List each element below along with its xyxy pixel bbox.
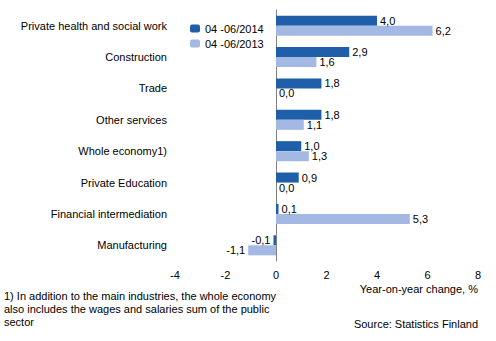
- svg-text:-4: -4: [170, 269, 180, 281]
- svg-text:4,0: 4,0: [380, 15, 395, 27]
- svg-text:sector: sector: [4, 316, 34, 328]
- svg-text:1,8: 1,8: [324, 109, 339, 121]
- svg-text:1) In addition to the main ind: 1) In addition to the main industries, t…: [4, 290, 279, 302]
- svg-text:1,8: 1,8: [324, 77, 339, 89]
- svg-text:1,3: 1,3: [312, 150, 327, 162]
- svg-text:6,2: 6,2: [436, 25, 451, 37]
- svg-text:04 -06/2013: 04 -06/2013: [205, 38, 264, 50]
- svg-text:-2: -2: [221, 269, 231, 281]
- svg-text:Year-on-year change, %: Year-on-year change, %: [360, 283, 478, 295]
- svg-text:5,3: 5,3: [413, 213, 428, 225]
- svg-text:4: 4: [374, 269, 380, 281]
- svg-text:8: 8: [475, 269, 481, 281]
- svg-text:Other services: Other services: [96, 114, 167, 126]
- svg-text:-1,1: -1,1: [226, 244, 245, 256]
- svg-text:0,9: 0,9: [302, 172, 317, 184]
- svg-text:2: 2: [323, 269, 329, 281]
- svg-text:04 -06/2014: 04 -06/2014: [205, 23, 264, 35]
- svg-text:1,6: 1,6: [319, 56, 334, 68]
- svg-text:6: 6: [424, 269, 430, 281]
- svg-text:Financial intermediation: Financial intermediation: [51, 208, 167, 220]
- svg-text:Trade: Trade: [139, 82, 167, 94]
- svg-text:1,0: 1,0: [304, 140, 320, 153]
- svg-text:Whole economy1): Whole economy1): [78, 145, 167, 157]
- svg-text:0,0: 0,0: [279, 182, 294, 194]
- svg-text:Source: Statistics Finland: Source: Statistics Finland: [354, 318, 478, 330]
- svg-text:0: 0: [273, 269, 279, 281]
- svg-text:1,1: 1,1: [307, 119, 322, 131]
- svg-text:Private health and social work: Private health and social work: [21, 20, 168, 32]
- svg-text:0,0: 0,0: [279, 87, 294, 99]
- svg-text:Manufacturing: Manufacturing: [97, 239, 167, 251]
- svg-text:0,1: 0,1: [282, 203, 297, 215]
- svg-text:-0,1: -0,1: [252, 234, 271, 246]
- svg-text:Construction: Construction: [105, 51, 167, 63]
- svg-text:also includes the wages and sa: also includes the wages and salaries sum…: [4, 303, 272, 315]
- svg-text:2,9: 2,9: [352, 46, 367, 58]
- svg-text:Private Education: Private Education: [81, 177, 167, 189]
